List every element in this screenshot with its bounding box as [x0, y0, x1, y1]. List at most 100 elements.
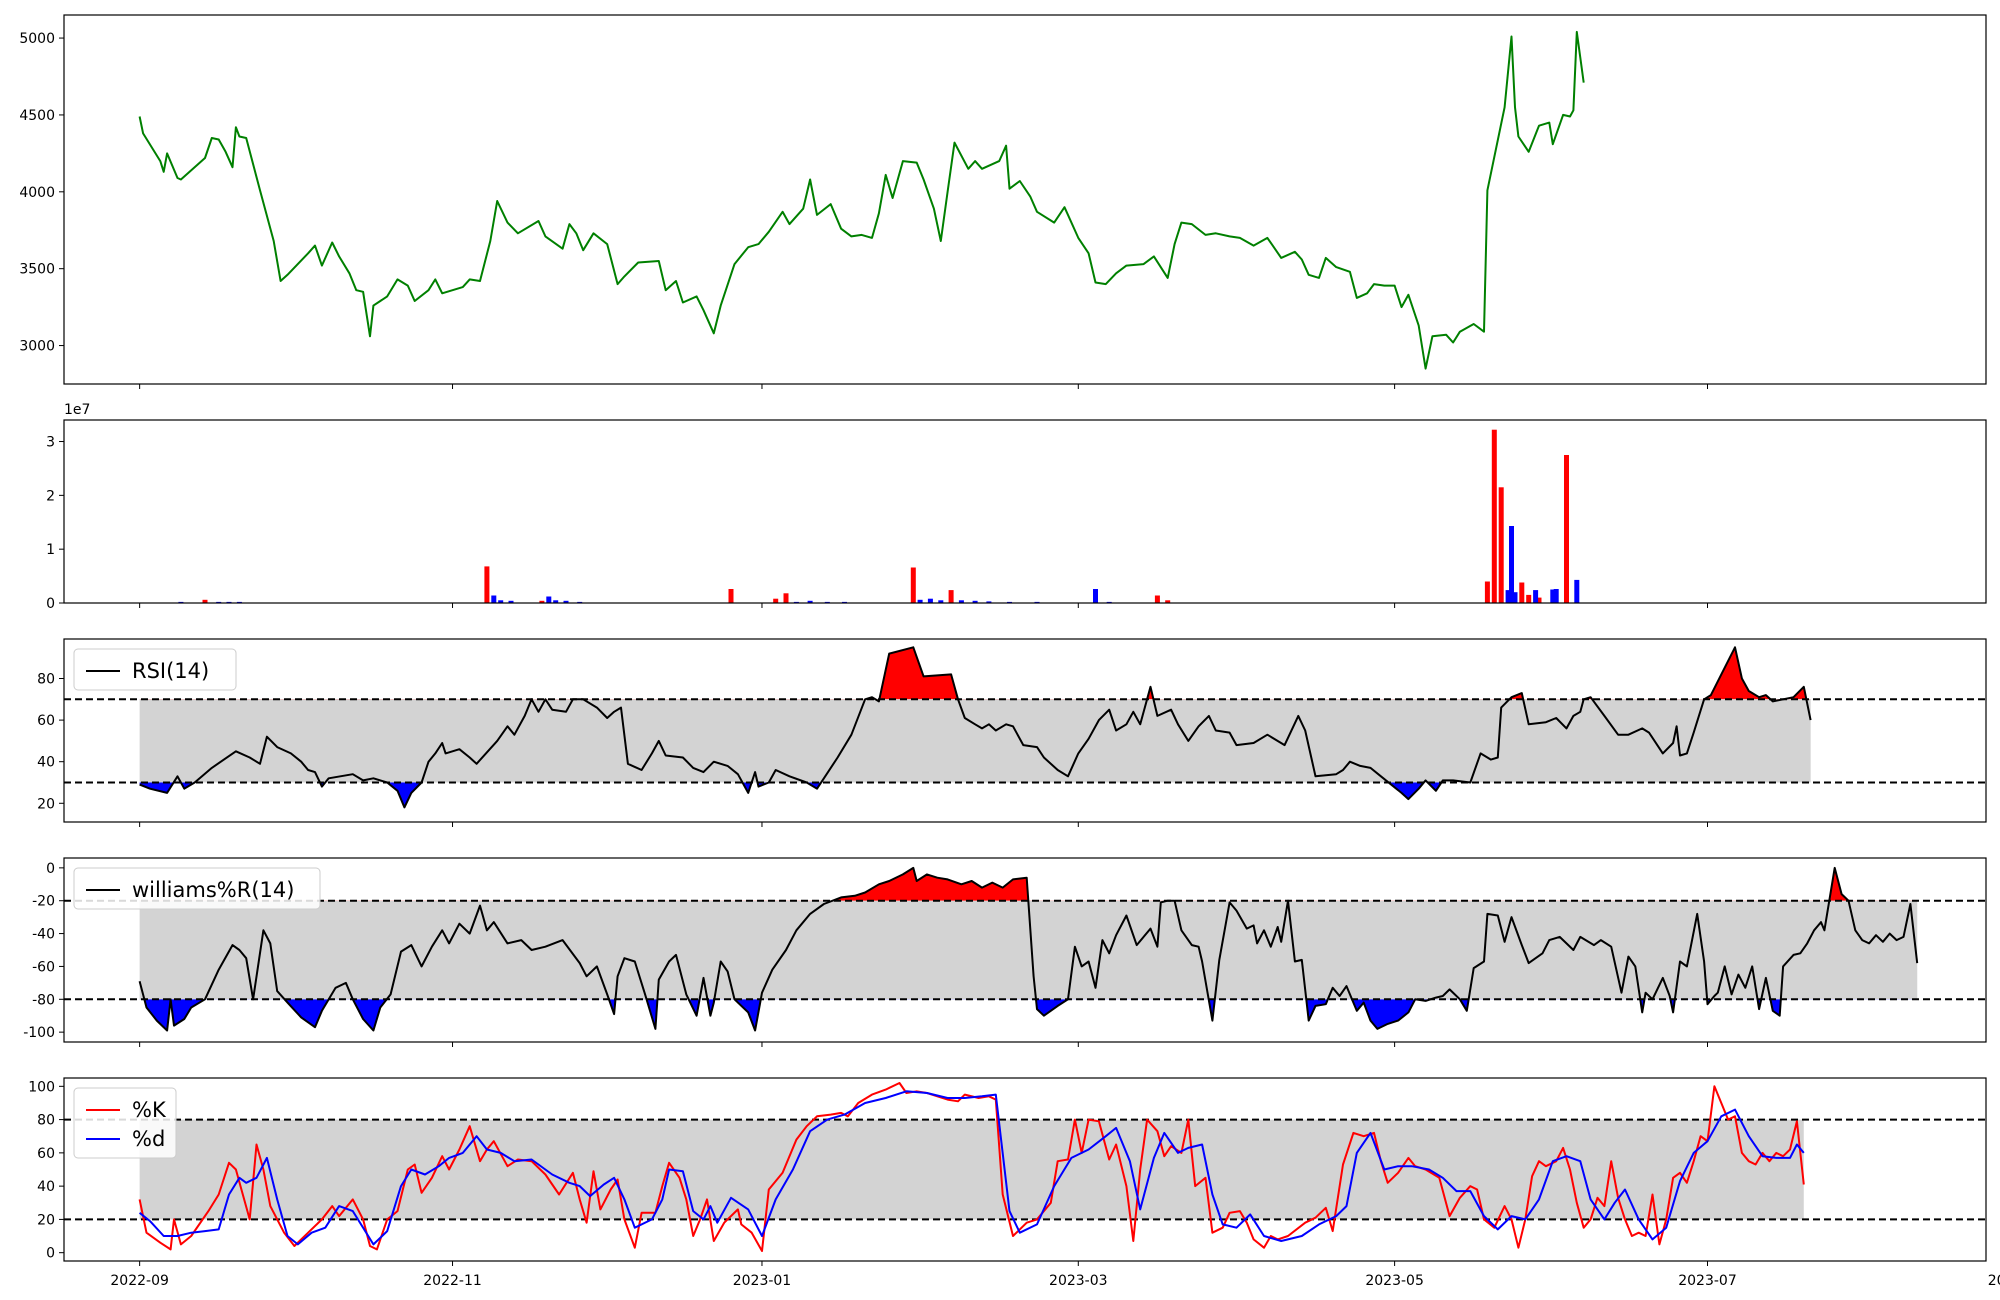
volume-bar	[498, 600, 504, 603]
x-tick-label: 2022-11	[423, 1273, 482, 1289]
y-tick-label: -40	[32, 927, 55, 943]
volume-bar	[508, 600, 514, 603]
volume-bar	[491, 595, 497, 603]
volume-bar	[773, 598, 779, 603]
y-tick-label: 3	[46, 435, 55, 451]
volume-bar	[958, 600, 964, 603]
volume-bar	[1550, 589, 1556, 603]
volume-bar	[546, 596, 552, 603]
legend: RSI(14)	[73, 648, 237, 691]
legend: %K %d	[73, 1087, 177, 1159]
y-tick-label: 40	[37, 755, 55, 771]
volume-bar	[1509, 526, 1514, 603]
volume-panel: 0 1 2 3 1e7	[46, 402, 1987, 612]
legend: williams%R(14)	[73, 867, 321, 910]
x-tick-label: 2023-03	[1049, 1273, 1108, 1289]
volume-bar	[1574, 579, 1580, 603]
volume-bar	[807, 600, 813, 603]
band-fill	[139, 699, 1811, 783]
volume-bar	[539, 600, 545, 603]
y-tick-label: 20	[37, 796, 55, 812]
band-fill	[139, 900, 1918, 1000]
y-tick-label: 3000	[19, 339, 55, 355]
williams-r-panel: -100 -80 -60 -40 -20 0 williams%R(14)	[23, 857, 1987, 1047]
volume-bar	[1484, 581, 1490, 603]
volume-bar	[1093, 589, 1098, 603]
overbought-fill	[832, 867, 1849, 901]
volume-bar	[484, 566, 490, 603]
y-tick-label: 4500	[19, 108, 55, 124]
y-tick-label: -100	[23, 1025, 55, 1041]
legend-label: %d	[132, 1127, 165, 1151]
y-tick-label: 80	[37, 672, 55, 688]
y-tick-label: 0	[46, 596, 55, 612]
williams-r-14--line	[138, 866, 1919, 1032]
volume-bar	[563, 600, 569, 603]
volume-bar	[938, 600, 944, 603]
legend-box	[73, 1087, 177, 1159]
x-tick-label: 2022-09	[110, 1273, 169, 1289]
legend-label: williams%R(14)	[132, 878, 294, 902]
panel-frame	[63, 638, 1987, 823]
x-tick-label: 2023-05	[1365, 1273, 1424, 1289]
volume-bar	[1498, 487, 1504, 603]
x-tick-label: 2023-01	[733, 1273, 792, 1289]
y-tick-label: 3500	[19, 262, 55, 278]
volume-bar	[1564, 455, 1569, 603]
volume-bar	[948, 590, 954, 603]
volume-bar	[986, 601, 992, 603]
volume-bar	[927, 598, 933, 603]
rsi-14--line	[139, 646, 1812, 809]
axis-offset-label: 1e7	[64, 402, 90, 418]
volume-bar	[1519, 582, 1525, 603]
legend-box	[73, 867, 321, 910]
band-fill	[139, 1119, 1804, 1220]
stochastic-panel: 0 20 40 60 80 100 %K %d 2022-09 2022-11 2023-01 202…	[28, 1077, 2000, 1289]
y-tick-label: -60	[32, 959, 55, 975]
y-tick-label: -20	[32, 894, 55, 910]
-d-line	[138, 1090, 1805, 1246]
volume-bar	[1526, 594, 1532, 603]
price-panel: 3000 3500 4000 4500 5000	[19, 14, 1987, 389]
y-tick-label: -80	[32, 992, 55, 1008]
volume-bar	[728, 589, 734, 603]
volume-bar	[1512, 592, 1518, 603]
y-tick-label: 1	[46, 542, 55, 558]
y-tick-label: 40	[37, 1179, 55, 1195]
volume-bar	[783, 593, 789, 603]
volume-bar	[1533, 590, 1539, 603]
oversold-fill	[139, 999, 1918, 1031]
panel-frame	[63, 1077, 1987, 1262]
panel-frame	[63, 857, 1987, 1043]
volume-bar	[1536, 597, 1542, 603]
y-tick-label: 100	[28, 1079, 55, 1095]
volume-bar	[202, 599, 208, 603]
y-tick-label: 60	[37, 713, 55, 729]
volume-bar	[1154, 595, 1160, 603]
volume-bar	[972, 600, 978, 603]
volume-bar	[1553, 589, 1559, 603]
y-tick-label: 0	[46, 1246, 55, 1262]
volume-bar	[917, 599, 923, 603]
y-tick-label: 5000	[19, 31, 55, 47]
volume-bar	[1165, 600, 1171, 603]
volume-bar	[1505, 590, 1511, 603]
legend-label: RSI(14)	[132, 659, 209, 683]
series-0-line	[138, 30, 1585, 370]
y-tick-label: 4000	[19, 185, 55, 201]
x-tick-label: 2023-09	[1988, 1273, 2000, 1289]
legend-box	[73, 648, 237, 691]
y-tick-label: 0	[46, 861, 55, 877]
volume-bar	[1491, 429, 1497, 603]
y-tick-label: 20	[37, 1212, 55, 1228]
panel-frame	[63, 419, 1987, 604]
volume-bar	[553, 600, 559, 603]
rsi-panel: 20 40 60 80 RSI(14)	[37, 638, 1987, 827]
y-tick-label: 60	[37, 1146, 55, 1162]
x-tick-label: 2023-07	[1678, 1273, 1737, 1289]
volume-bar	[910, 567, 916, 603]
legend-label: %K	[132, 1098, 167, 1122]
panel-frame	[63, 14, 1987, 385]
y-tick-label: 2	[46, 488, 55, 504]
